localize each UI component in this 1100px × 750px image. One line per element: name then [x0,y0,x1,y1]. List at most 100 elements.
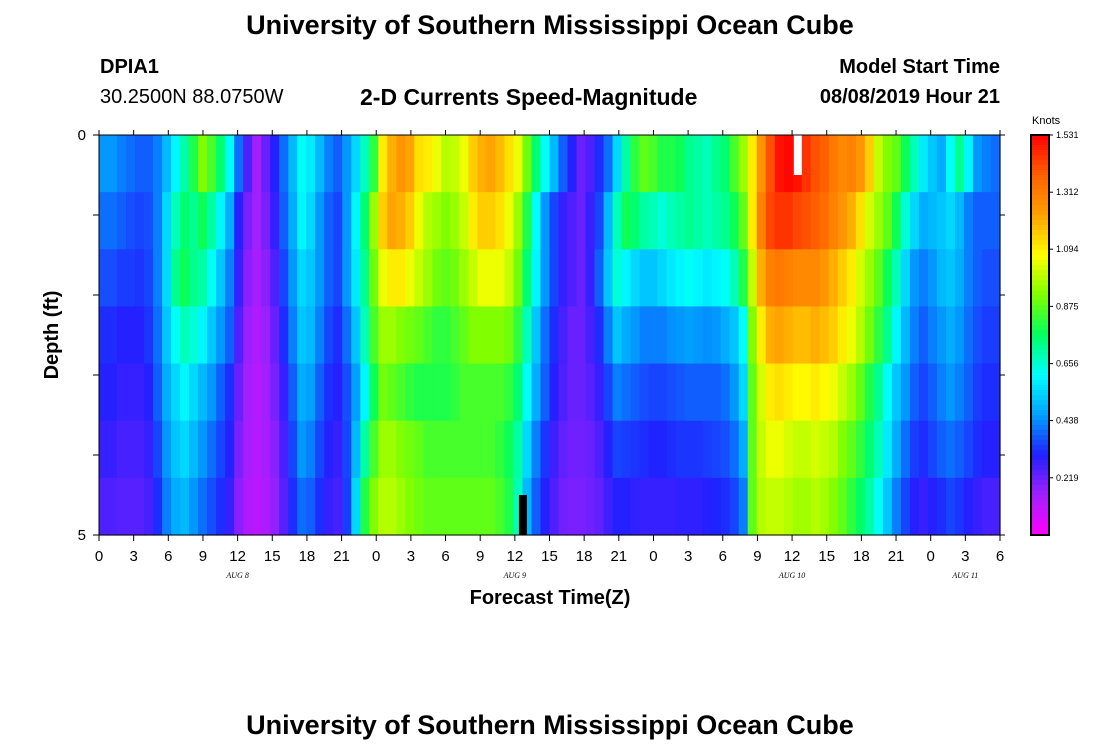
colorbar-segment [1031,520,1049,526]
colorbar-segment [1031,480,1049,486]
heatmap-cell [252,420,262,479]
heatmap-cell [783,192,794,250]
heatmap-cell [531,420,542,479]
heatmap-cell [792,192,803,250]
heatmap-cell [756,363,767,422]
heatmap-cell [180,249,190,308]
heatmap-cell [648,477,659,536]
y-tick-label: 0 [78,127,86,144]
heatmap-cell [594,306,605,365]
heatmap-cell [117,192,127,250]
heatmap-cell [414,249,424,308]
heatmap-cell [963,249,974,308]
colorbar-segment [1031,375,1049,381]
heatmap-cell [369,420,379,479]
heatmap-cell [918,192,929,250]
heatmap-cell [207,306,217,365]
heatmap-cell [945,135,956,193]
x-tick-label: 9 [753,548,761,565]
colorbar-tick-label: 0.219 [1056,473,1079,483]
colorbar-segment [1031,475,1049,481]
colorbar-segment [1031,380,1049,386]
heatmap-cell [297,477,307,536]
heatmap-cell [981,363,992,422]
heatmap-cell [513,249,524,308]
heatmap-cell [162,306,172,365]
heatmap-cell [522,363,533,422]
heatmap-cell [99,420,109,479]
heatmap-cell [711,249,722,308]
heatmap-cell [576,192,587,250]
colorbar-segment [1031,325,1049,331]
heatmap-cell [684,306,695,365]
heatmap-cell [648,249,659,308]
heatmap-cell [765,477,776,536]
heatmap-cell [504,306,515,365]
colorbar-segment [1031,405,1049,411]
heatmap-cell [972,420,983,479]
heatmap-cell [450,192,460,250]
heatmap-cell [360,420,370,479]
x-tick-label: 18 [299,548,316,565]
colorbar-segment [1031,430,1049,436]
heatmap-cell [882,477,893,536]
heatmap-cell [594,192,605,250]
x-tick-label: 3 [407,548,415,565]
heatmap-cell [378,249,388,308]
heatmap-cell [468,192,479,250]
colorbar-segment [1031,400,1049,406]
heatmap-cell [702,363,713,422]
heatmap-cell [747,420,758,479]
heatmap-cell [639,363,650,422]
heatmap-cell [801,420,812,479]
heatmap-cell [648,135,659,193]
heatmap-cell [477,135,488,193]
colorbar-segment [1031,365,1049,371]
heatmap-cell [747,249,758,308]
heatmap-cell [612,420,623,479]
heatmap-cell [117,135,127,193]
heatmap-cell [630,420,641,479]
heatmap-cell [99,135,109,193]
heatmap-cell [936,192,947,250]
colorbar-segment [1031,490,1049,496]
date-label: AUG 9 [503,571,526,580]
heatmap-cell [126,135,136,193]
heatmap-cell [261,192,271,250]
heatmap-cell [585,306,596,365]
heatmap-cell [495,306,506,365]
heatmap-cell [396,363,406,422]
heatmap-cell [252,477,262,536]
heatmap-cell [963,477,974,536]
x-tick-label: 3 [961,548,969,565]
heatmap-cell [846,420,857,479]
heatmap-cell [612,135,623,193]
heatmap-cell [765,135,776,193]
heatmap-cell [126,363,136,422]
heatmap-cell [621,477,632,536]
x-tick-label: 6 [164,548,172,565]
colorbar-segment [1031,230,1049,236]
heatmap-cell [306,135,316,193]
heatmap-cell [432,306,442,365]
heatmap-cell [234,306,244,365]
heatmap-cell [477,192,488,250]
heatmap-cell [180,420,190,479]
heatmap-cell [369,135,379,193]
heatmap-cell [792,249,803,308]
heatmap-cell [216,363,226,422]
heatmap-cell [189,306,199,365]
x-tick-label: 6 [719,548,727,565]
heatmap-cell [495,420,506,479]
heatmap-cell [873,249,884,308]
heatmap-cell [594,135,605,193]
heatmap-cell [198,306,208,365]
heatmap-cell [756,420,767,479]
heatmap-cell [666,477,677,536]
x-tick-label: 0 [95,548,103,565]
colorbar-segment [1031,370,1049,376]
heatmap-cell [324,249,334,308]
x-tick-label: 0 [649,548,657,565]
heatmap-cell [648,192,659,250]
colorbar-segment [1031,275,1049,281]
